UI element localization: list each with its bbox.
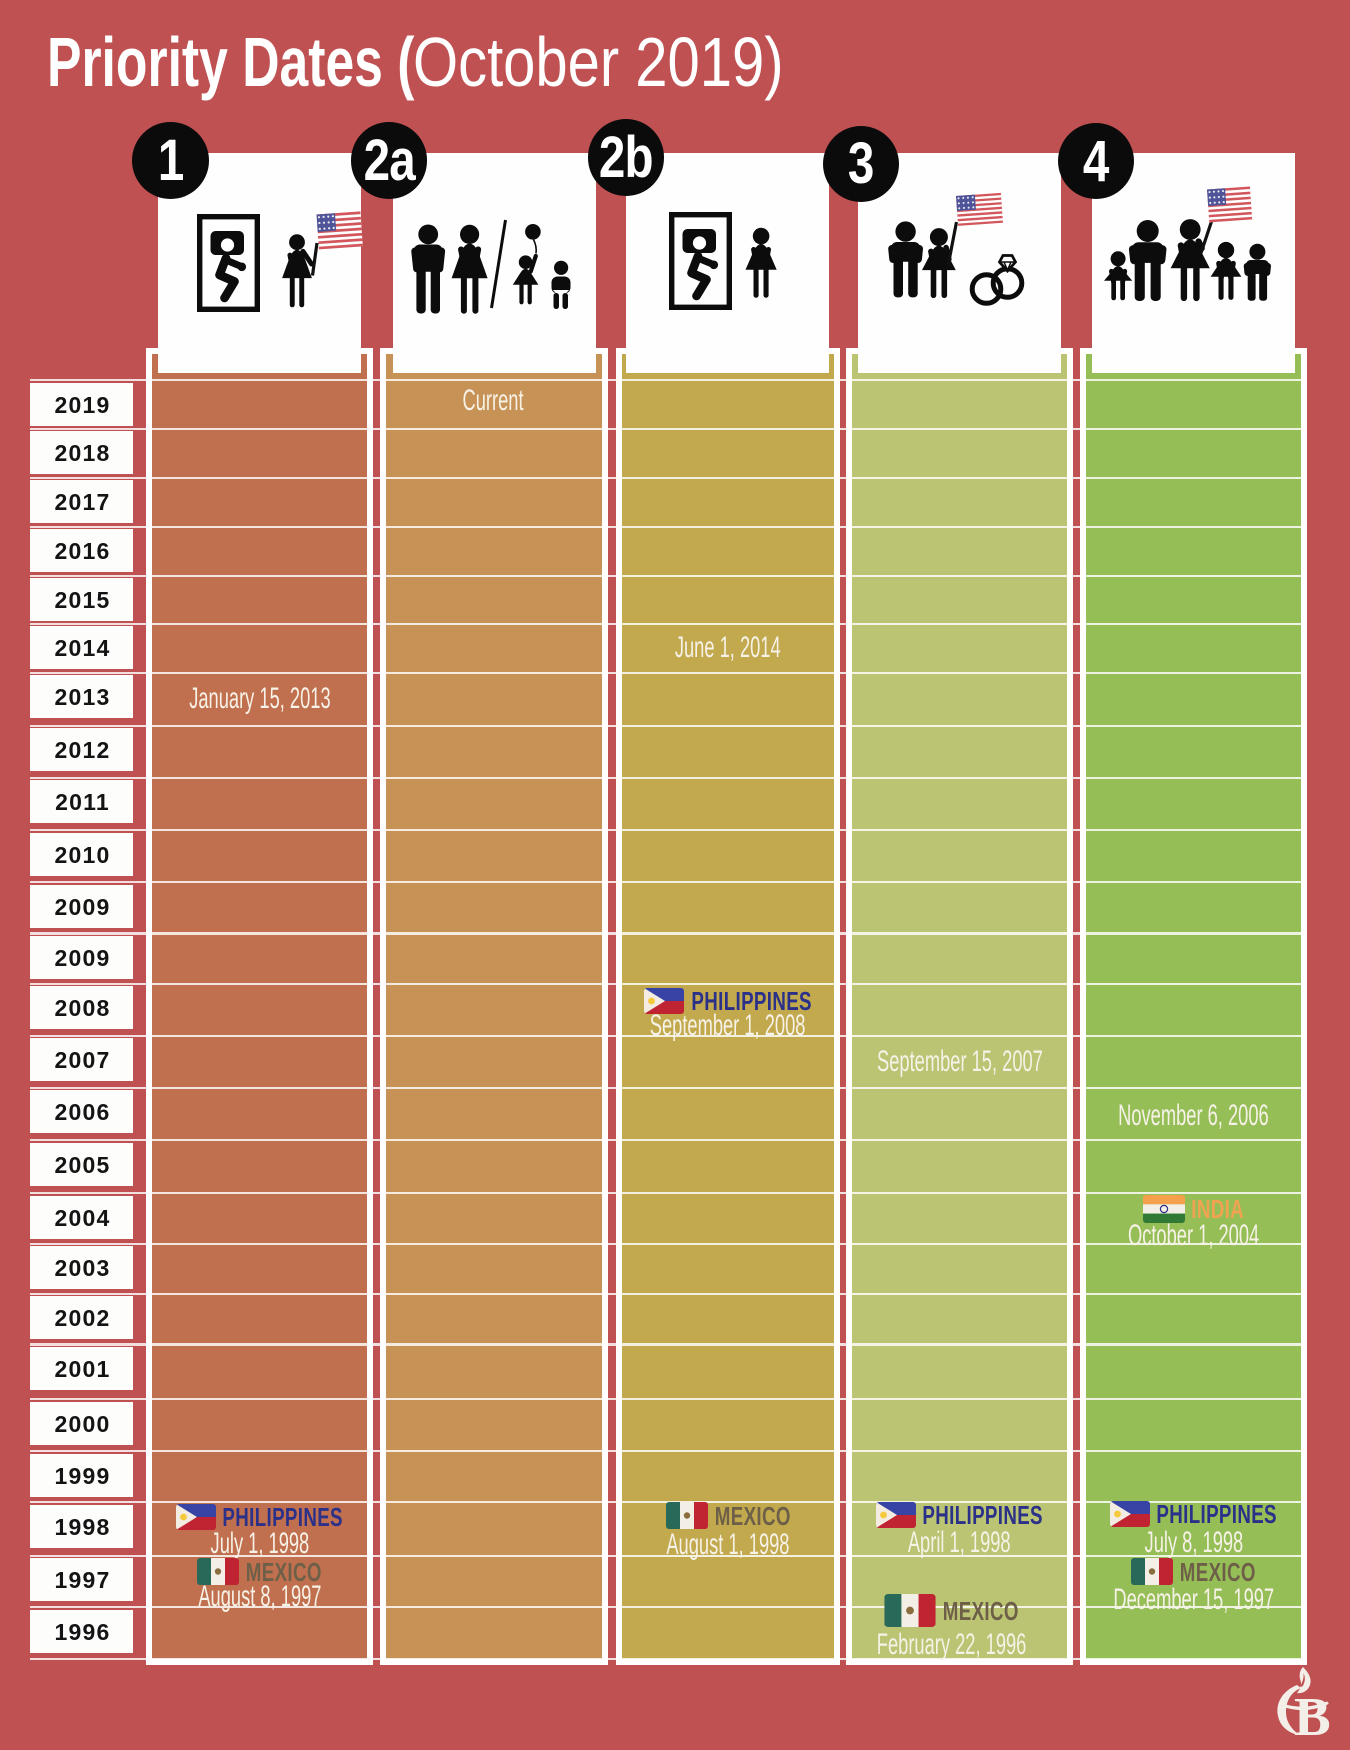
svg-text:B: B xyxy=(1294,1686,1331,1742)
